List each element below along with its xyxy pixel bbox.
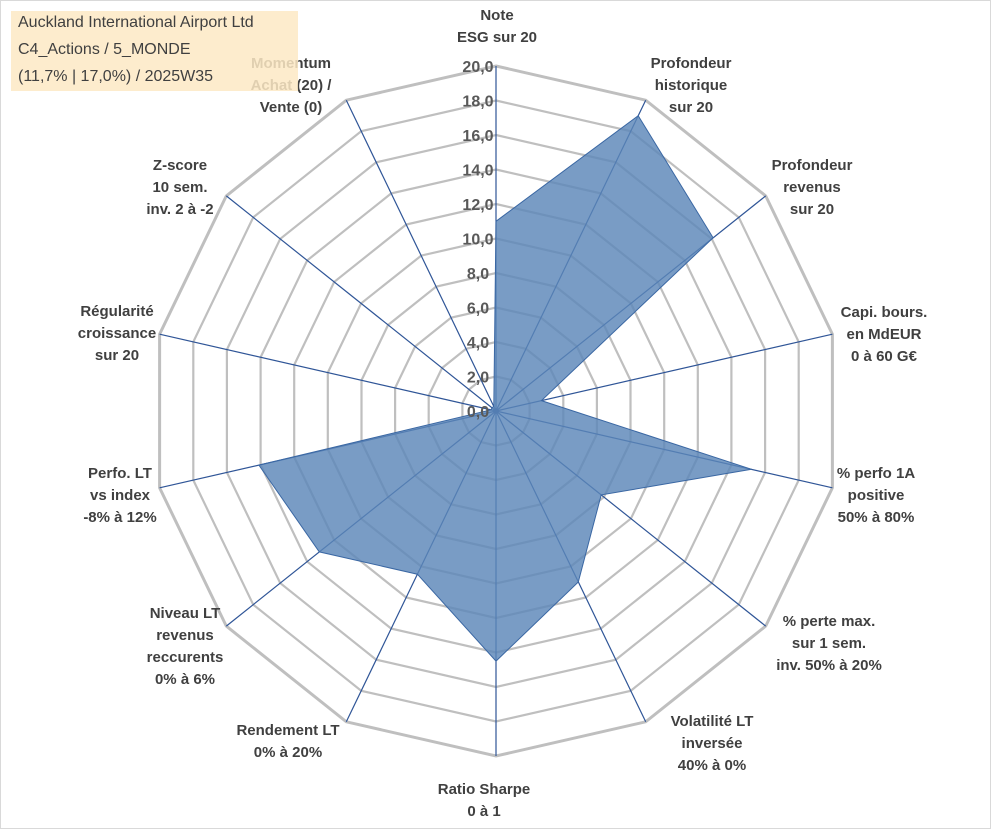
axis-label: Z-score 10 sem. inv. 2 à -2 — [146, 157, 213, 218]
tick-label: 14,0 — [462, 163, 493, 180]
axis-label: Régularité croissance sur 20 — [78, 303, 156, 364]
axis-label: Rendement LT 0% à 20% — [236, 722, 339, 761]
axis-spoke — [495, 333, 833, 412]
tick-label: 2,0 — [467, 370, 489, 387]
title-line-stats: (11,7% | 17,0%) / 2025W35 — [18, 68, 214, 85]
radar-series — [258, 114, 752, 662]
radar-axis-labels: Note ESG sur 20 Profondeur historique sur 20… — [78, 7, 928, 820]
title-background — [11, 11, 298, 91]
tick-label: 8,0 — [467, 266, 489, 283]
title-line-company: Auckland International Airport Ltd — [18, 14, 254, 31]
axis-label: Perfo. LT vs index -8% à 12% — [83, 465, 156, 526]
tick-label: 6,0 — [467, 301, 489, 318]
tick-label: 4,0 — [467, 335, 489, 352]
axis-spoke — [159, 333, 497, 412]
axis-label: Note ESG sur 20 — [457, 7, 537, 46]
tick-label: 16,0 — [462, 128, 493, 145]
axis-label: % perfo 1A positive 50% à 80% — [837, 465, 916, 526]
axis-spoke — [345, 99, 497, 412]
title-line-category: C4_Actions / 5_MONDE — [18, 41, 191, 58]
axis-label: Ratio Sharpe 0 à 1 — [438, 781, 531, 820]
tick-label: 20,0 — [462, 59, 493, 76]
axis-label: % perte max. sur 1 sem. inv. 50% à 20% — [776, 613, 882, 674]
axis-label: Niveau LT revenus reccurents 0% à 6% — [147, 605, 224, 688]
tick-label: 10,0 — [462, 232, 493, 249]
axis-label: Profondeur revenus sur 20 — [772, 157, 853, 218]
axis-label: Volatilité LT inversée 40% à 0% — [671, 713, 754, 774]
axis-spoke — [225, 195, 497, 412]
axis-label: Profondeur historique sur 20 — [651, 55, 732, 116]
tick-label: 0,0 — [467, 404, 489, 421]
tick-label: 18,0 — [462, 94, 493, 111]
radar-tick-labels: 0,0 2,0 4,0 6,0 8,0 10,0 12,0 14,0 16,0 18,0 20,0 — [462, 59, 493, 421]
axis-label: Capi. bours. en MdEUR 0 à 60 G€ — [841, 304, 928, 365]
tick-label: 12,0 — [462, 197, 493, 214]
